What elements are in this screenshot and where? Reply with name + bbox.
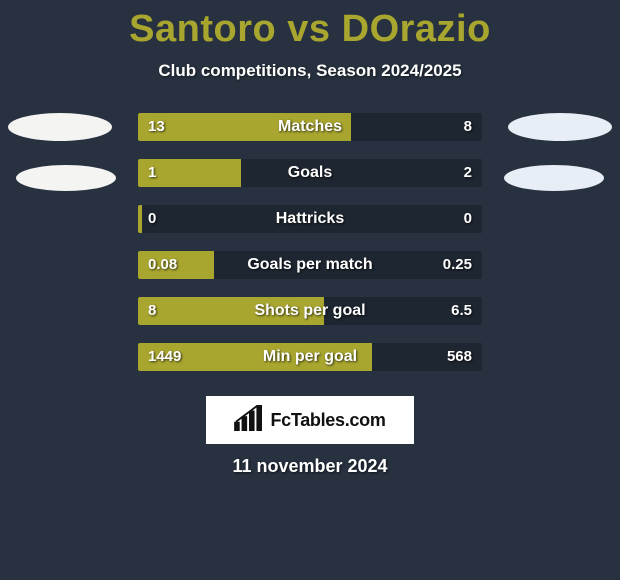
player2-value: 2 (464, 159, 472, 187)
player2-value: 8 (464, 113, 472, 141)
player1-value: 0 (148, 205, 156, 233)
player1-bar (138, 205, 142, 233)
player1-value: 0.08 (148, 251, 177, 279)
player1-badge-top (8, 113, 112, 141)
player1-name: Santoro (129, 8, 276, 50)
player1-bar (138, 297, 324, 325)
player2-name: DOrazio (342, 8, 491, 50)
vs-separator: vs (287, 8, 330, 50)
footer-date: 11 november 2024 (0, 456, 620, 477)
player1-bar (138, 113, 351, 141)
stat-label: Hattricks (138, 205, 482, 233)
player1-value: 1 (148, 159, 156, 187)
stat-row: 1449568Min per goal (138, 343, 482, 371)
stat-row: 138Matches (138, 113, 482, 141)
player2-badge-bottom (504, 165, 604, 191)
player2-value: 568 (447, 343, 472, 371)
stat-row: 86.5Shots per goal (138, 297, 482, 325)
logo-text: FcTables.com (270, 410, 385, 431)
player2-value: 0 (464, 205, 472, 233)
bars-icon (234, 405, 264, 436)
page-title: Santoro vs DOrazio (0, 0, 620, 51)
stat-row: 0.080.25Goals per match (138, 251, 482, 279)
player2-value: 0.25 (443, 251, 472, 279)
player2-value: 6.5 (451, 297, 472, 325)
player1-value: 8 (148, 297, 156, 325)
player1-value: 1449 (148, 343, 181, 371)
stat-row: 12Goals (138, 159, 482, 187)
fctables-logo: FcTables.com (206, 396, 414, 444)
comparison-card: Santoro vs DOrazio Club competitions, Se… (0, 0, 620, 580)
player1-value: 13 (148, 113, 165, 141)
subtitle: Club competitions, Season 2024/2025 (0, 61, 620, 81)
stat-row: 0 0Hattricks (138, 205, 482, 233)
player1-badge-bottom (16, 165, 116, 191)
player2-badge-top (508, 113, 612, 141)
comparison-rows: 138Matches12Goals00Hattricks0.080.25Goal… (138, 113, 482, 389)
